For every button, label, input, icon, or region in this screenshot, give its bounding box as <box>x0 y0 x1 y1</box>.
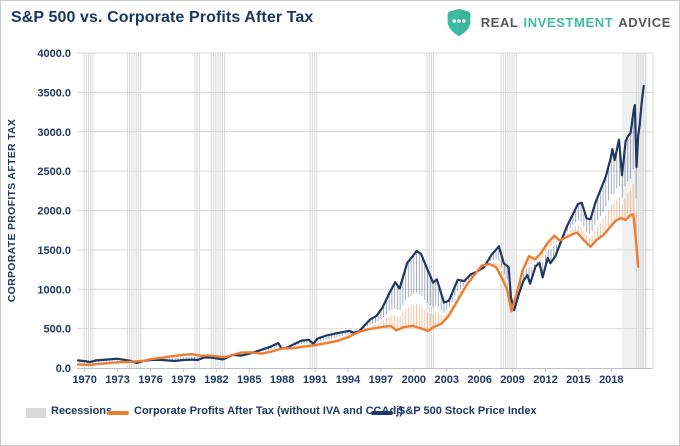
y-tick-label: 3500.0 <box>37 87 71 99</box>
brand-name: REAL INVESTMENT ADVICE <box>481 15 671 30</box>
x-tick-label: 1973 <box>105 374 129 386</box>
y-tick-label: 0.0 <box>56 363 71 375</box>
y-tick-label: 2500.0 <box>37 166 71 178</box>
x-tick-label: 2000 <box>402 374 426 386</box>
x-tick-label: 1994 <box>336 374 361 386</box>
brand-word-real: REAL <box>480 15 519 30</box>
x-tick-label: 2018 <box>599 374 623 386</box>
brand-word-investment: INVESTMENT <box>523 15 614 30</box>
chart-legend: Recessions Corporate Profits After Tax (… <box>1 401 679 427</box>
x-tick-label: 1982 <box>204 374 228 386</box>
x-tick-label: 2006 <box>467 374 491 386</box>
y-tick-label: 4000.0 <box>37 48 71 60</box>
x-tick-label: 1976 <box>138 374 162 386</box>
shield-icon <box>447 8 471 37</box>
x-tick-label: 1991 <box>303 374 327 386</box>
y-tick-label: 1500.0 <box>37 245 71 257</box>
x-tick-label: 2009 <box>500 374 524 386</box>
x-tick-label: 2015 <box>566 374 590 386</box>
y-tick-label: 3000.0 <box>37 127 71 139</box>
x-tick-label: 1997 <box>369 374 393 386</box>
legend-profits-swatch <box>107 411 129 415</box>
x-tick-label: 1970 <box>72 374 96 386</box>
x-tick-label: 1988 <box>270 374 294 386</box>
brand-logo: REAL INVESTMENT ADVICE <box>446 8 671 37</box>
x-tick-label: 1979 <box>171 374 195 386</box>
x-tick-label: 2012 <box>533 374 557 386</box>
brand-word-advice: ADVICE <box>618 15 671 30</box>
legend-profits-label: Corporate Profits After Tax (without IVA… <box>134 405 403 417</box>
chart-title: S&P 500 vs. Corporate Profits After Tax <box>11 9 314 26</box>
y-tick-label: 1000.0 <box>37 284 71 296</box>
sp500-line <box>76 84 645 364</box>
legend-sp500-label: S&P 500 Stock Price Index <box>398 405 537 417</box>
x-tick-label: 1985 <box>237 374 261 386</box>
y-tick-label: 500.0 <box>43 324 71 336</box>
legend-recessions-label: Recessions <box>51 405 113 417</box>
y-tick-label: 2000.0 <box>37 206 71 218</box>
x-tick-label: 2003 <box>434 374 458 386</box>
y-axis-title: CORPORATE PROFITS AFTER TAX <box>6 119 18 303</box>
profits-line <box>76 213 640 367</box>
legend-recessions-swatch <box>26 408 46 418</box>
legend-sp500-swatch <box>371 411 393 415</box>
